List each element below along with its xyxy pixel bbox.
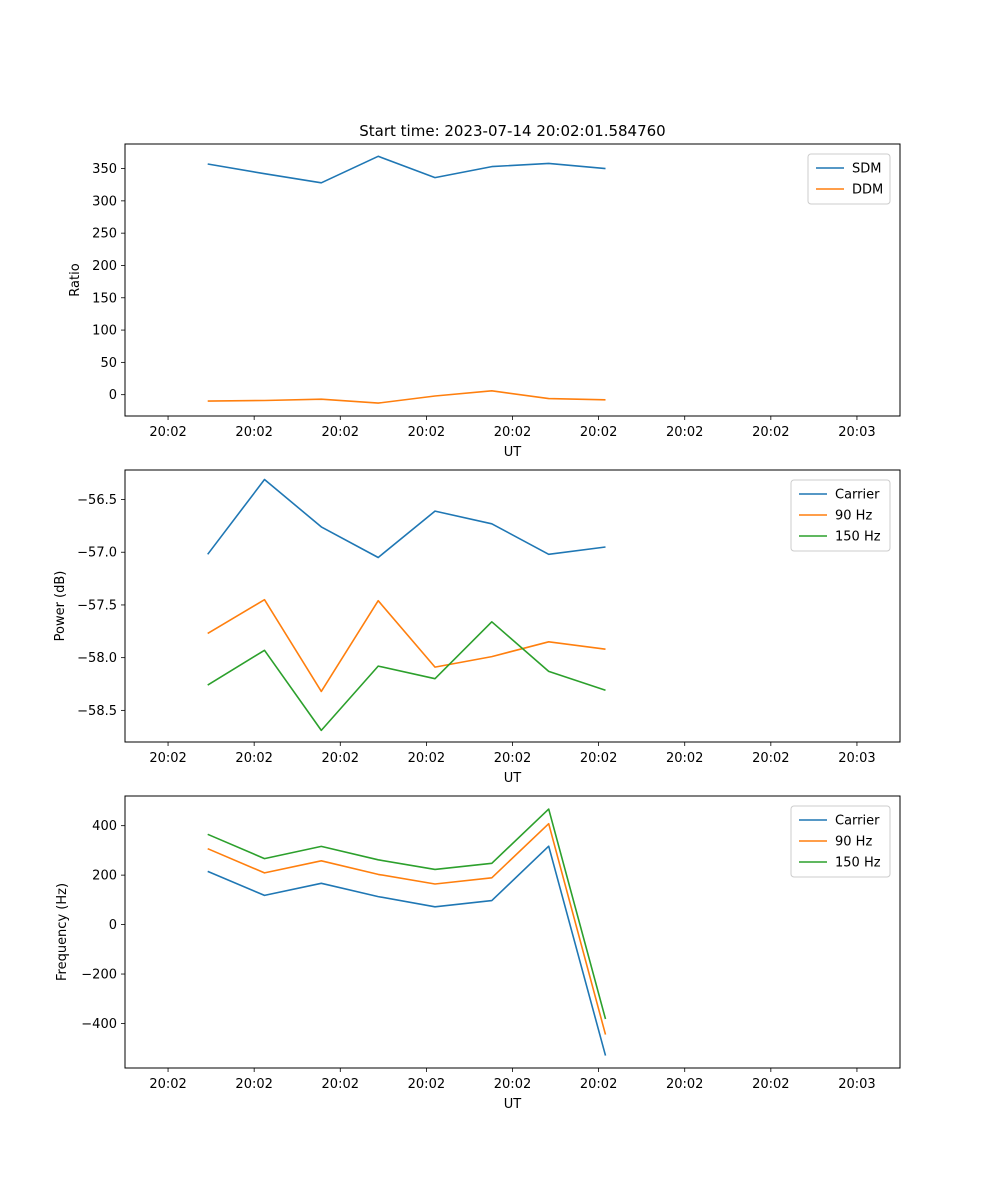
legend-label-150-hz: 150 Hz: [835, 530, 881, 545]
x-tick-label: 20:02: [322, 751, 359, 766]
series-line-carrier: [207, 478, 606, 559]
x-tick-label: 20:02: [149, 751, 186, 766]
y-tick-label: 0: [109, 918, 117, 933]
series-line-90-hz: [207, 822, 607, 1035]
x-tick-label: 20:02: [752, 751, 789, 766]
y-tick-label: −58.0: [77, 651, 117, 666]
legend-label-sdm: SDM: [852, 162, 881, 177]
y-tick-label: 0: [109, 388, 117, 403]
x-tick-label: 20:02: [408, 425, 445, 440]
y-tick-label: −56.5: [77, 493, 117, 508]
y-tick-label: −58.5: [77, 704, 117, 719]
legend-label-carrier: Carrier: [835, 814, 880, 829]
x-axis-ticks: 20:02 20:02 20:02 20:02 20:02 20:02 20:02 20:02…: [149, 742, 876, 766]
power-panel: 20:02 20:02 20:02 20:02 20:02 20:02 20:02 20:02…: [53, 469, 901, 786]
x-tick-label: 20:02: [580, 1077, 617, 1092]
y-tick-label: −57.0: [77, 546, 117, 561]
legend-box: [807, 153, 891, 205]
x-tick-label: 20:03: [838, 751, 875, 766]
x-tick-label: 20:02: [322, 1077, 359, 1092]
series-line-90-hz: [207, 598, 606, 693]
x-tick-label: 20:03: [838, 1077, 875, 1092]
y-tick-label: 50: [100, 356, 117, 371]
y-axis-ticks: −58.5 −58.0 −57.5 −57.0 −56.5: [77, 493, 125, 719]
x-tick-label: 20:02: [235, 425, 272, 440]
y-axis-label: Frequency (Hz): [55, 883, 70, 981]
x-tick-label: 20:02: [752, 425, 789, 440]
x-tick-label: 20:02: [408, 751, 445, 766]
series-line-sdm: [207, 155, 606, 184]
x-tick-label: 20:03: [838, 425, 875, 440]
x-tick-label: 20:02: [235, 1077, 272, 1092]
series-line-ddm: [207, 389, 606, 404]
y-tick-label: 200: [92, 869, 117, 884]
y-axis-label: Ratio: [68, 263, 83, 296]
x-axis-label: UT: [504, 445, 522, 460]
y-tick-label: 150: [92, 291, 117, 306]
x-axis-label: UT: [504, 1097, 522, 1112]
y-tick-label: 300: [92, 194, 117, 209]
x-tick-label: 20:02: [494, 425, 531, 440]
y-tick-label: 350: [92, 162, 117, 177]
ratio-panel: Start time: 2023-07-14 20:02:01.584760 2…: [68, 122, 901, 460]
frequency-panel: 20:02 20:02 20:02 20:02 20:02 20:02 20:02 20:02…: [55, 795, 901, 1112]
y-axis-ticks: −400 −200 0 200 400: [81, 819, 125, 1032]
legend-label-90-hz: 90 Hz: [835, 835, 872, 850]
x-tick-label: 20:02: [494, 751, 531, 766]
y-tick-label: 100: [92, 324, 117, 339]
y-tick-label: 250: [92, 227, 117, 242]
x-tick-label: 20:02: [235, 751, 272, 766]
legend: Carrier 90 Hz 150 Hz: [790, 805, 891, 878]
legend-label-ddm: DDM: [852, 183, 883, 198]
x-tick-label: 20:02: [580, 425, 617, 440]
x-tick-label: 20:02: [149, 1077, 186, 1092]
x-tick-label: 20:02: [494, 1077, 531, 1092]
x-axis-ticks: 20:02 20:02 20:02 20:02 20:02 20:02 20:02 20:02…: [149, 1068, 876, 1092]
legend-label-carrier: Carrier: [835, 488, 880, 503]
chart-title: Start time: 2023-07-14 20:02:01.584760: [359, 122, 665, 140]
x-axis-label: UT: [504, 771, 522, 786]
x-tick-label: 20:02: [580, 751, 617, 766]
legend: Carrier 90 Hz 150 Hz: [790, 479, 891, 552]
frequency-lines: [207, 808, 607, 1056]
y-axis-ticks: 0 50 100 150 200 250 300 350: [92, 162, 125, 403]
series-line-carrier: [207, 845, 607, 1056]
ratio-lines: [207, 155, 606, 404]
y-tick-label: −400: [81, 1017, 117, 1032]
series-line-150-hz: [207, 808, 607, 1020]
x-axis-ticks: 20:02 20:02 20:02 20:02 20:02 20:02 20:02 20:02…: [149, 416, 876, 440]
series-line-150-hz: [207, 620, 606, 732]
y-tick-label: 200: [92, 259, 117, 274]
legend-label-90-hz: 90 Hz: [835, 509, 872, 524]
y-tick-label: 400: [92, 819, 117, 834]
x-tick-label: 20:02: [752, 1077, 789, 1092]
power-lines: [207, 478, 606, 732]
legend-box: [790, 805, 891, 878]
y-axis-label: Power (dB): [53, 571, 68, 642]
x-tick-label: 20:02: [666, 1077, 703, 1092]
legend-box: [790, 479, 891, 552]
legend: SDM DDM: [807, 153, 891, 205]
x-tick-label: 20:02: [666, 751, 703, 766]
legend-label-150-hz: 150 Hz: [835, 856, 881, 871]
y-tick-label: −57.5: [77, 598, 117, 613]
x-tick-label: 20:02: [322, 425, 359, 440]
y-tick-label: −200: [81, 968, 117, 983]
x-tick-label: 20:02: [408, 1077, 445, 1092]
x-tick-label: 20:02: [666, 425, 703, 440]
x-tick-label: 20:02: [149, 425, 186, 440]
